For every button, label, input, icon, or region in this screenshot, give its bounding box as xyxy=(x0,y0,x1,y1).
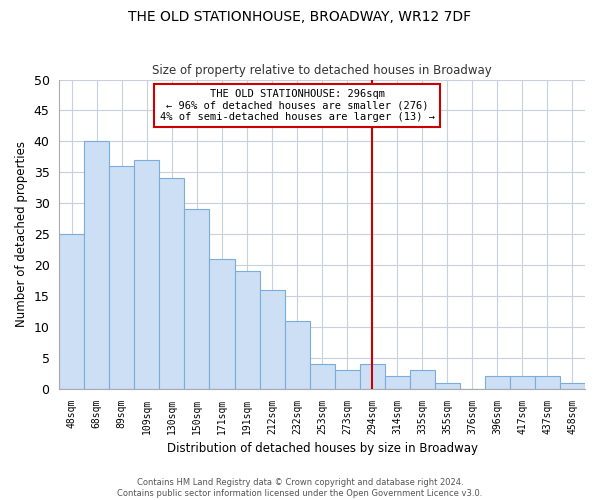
Bar xyxy=(260,290,284,388)
Text: Contains HM Land Registry data © Crown copyright and database right 2024.
Contai: Contains HM Land Registry data © Crown c… xyxy=(118,478,482,498)
Bar xyxy=(284,320,310,388)
Bar xyxy=(134,160,160,388)
Bar xyxy=(535,376,560,388)
Bar xyxy=(485,376,510,388)
Bar xyxy=(160,178,184,388)
X-axis label: Distribution of detached houses by size in Broadway: Distribution of detached houses by size … xyxy=(167,442,478,455)
Bar xyxy=(560,382,585,388)
Bar xyxy=(184,210,209,388)
Y-axis label: Number of detached properties: Number of detached properties xyxy=(15,141,28,327)
Bar xyxy=(359,364,385,388)
Bar xyxy=(235,271,260,388)
Bar xyxy=(85,142,109,388)
Bar xyxy=(310,364,335,388)
Title: Size of property relative to detached houses in Broadway: Size of property relative to detached ho… xyxy=(152,64,492,77)
Bar xyxy=(335,370,359,388)
Bar xyxy=(209,259,235,388)
Bar xyxy=(435,382,460,388)
Text: THE OLD STATIONHOUSE: 296sqm
← 96% of detached houses are smaller (276)
4% of se: THE OLD STATIONHOUSE: 296sqm ← 96% of de… xyxy=(160,89,434,122)
Bar xyxy=(510,376,535,388)
Text: THE OLD STATIONHOUSE, BROADWAY, WR12 7DF: THE OLD STATIONHOUSE, BROADWAY, WR12 7DF xyxy=(128,10,472,24)
Bar xyxy=(109,166,134,388)
Bar xyxy=(410,370,435,388)
Bar xyxy=(385,376,410,388)
Bar xyxy=(59,234,85,388)
